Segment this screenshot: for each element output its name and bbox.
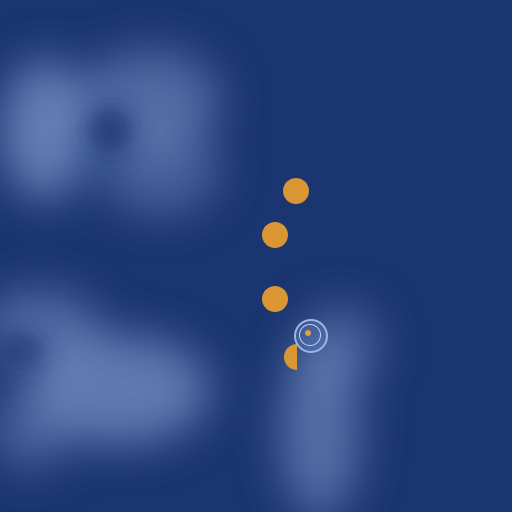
target-icon[interactable] bbox=[294, 319, 328, 353]
target-center-dot bbox=[305, 330, 311, 336]
map-marker-4-partial[interactable] bbox=[284, 344, 297, 370]
map-marker-1[interactable] bbox=[283, 178, 309, 204]
map-marker-2[interactable] bbox=[262, 222, 288, 248]
target-ring bbox=[299, 324, 321, 346]
map-marker-3[interactable] bbox=[262, 286, 288, 312]
